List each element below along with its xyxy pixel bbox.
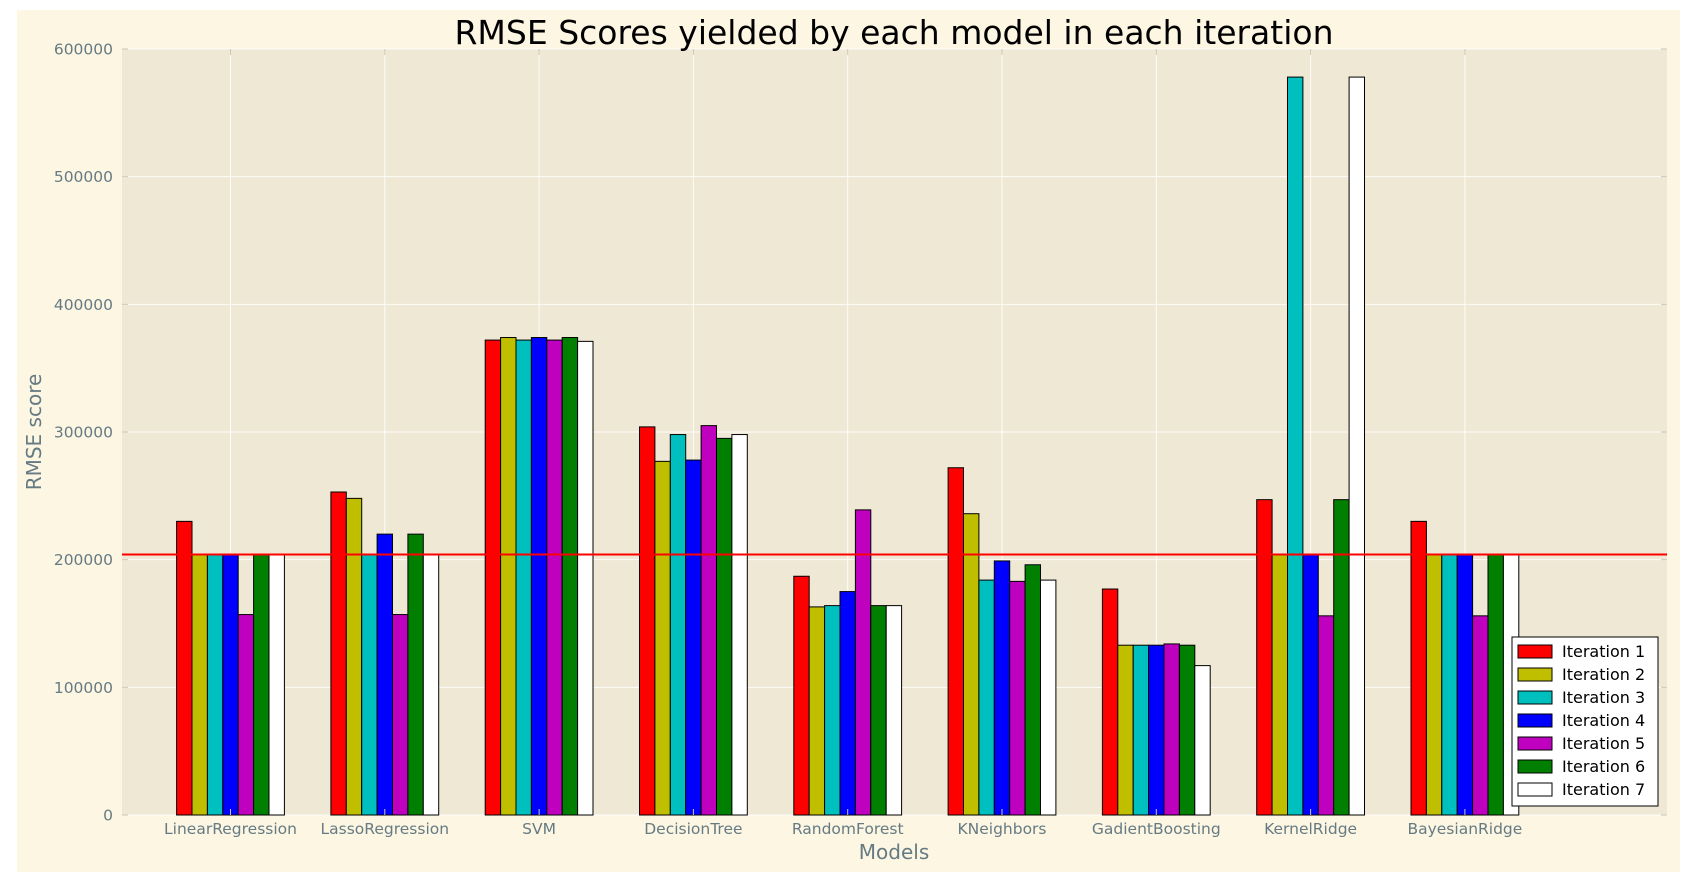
- x-tick-label: LinearRegression: [164, 820, 297, 838]
- legend-swatch: [1517, 759, 1553, 774]
- bar: [639, 426, 656, 816]
- bar: [885, 605, 903, 816]
- bar: [515, 339, 532, 816]
- legend-swatch: [1517, 667, 1553, 682]
- legend-label: Iteration 1: [1562, 642, 1645, 661]
- bar: [978, 579, 995, 816]
- bar: [530, 337, 548, 816]
- bar: [1487, 554, 1504, 816]
- bar: [731, 434, 748, 816]
- bar: [376, 533, 394, 816]
- bar: [669, 434, 687, 816]
- x-tick-label: BayesianRidge: [1407, 820, 1522, 838]
- bar: [700, 425, 717, 816]
- legend-swatch: [1517, 782, 1553, 797]
- bar: [685, 459, 702, 816]
- bar: [1117, 644, 1134, 816]
- bar: [1410, 520, 1427, 816]
- bar: [1163, 643, 1180, 816]
- bar: [839, 591, 856, 816]
- bar: [947, 467, 964, 816]
- y-tick-label: 100000: [54, 679, 113, 697]
- bar: [253, 554, 270, 816]
- legend-label: Iteration 3: [1562, 688, 1645, 707]
- bar: [1317, 615, 1335, 816]
- bars-layer: [176, 76, 1520, 816]
- x-tick-label: RandomForest: [792, 820, 904, 838]
- bar: [500, 337, 517, 816]
- legend-label: Iteration 2: [1562, 665, 1645, 684]
- bar: [330, 491, 347, 816]
- legend-label: Iteration 7: [1562, 780, 1645, 799]
- bar: [808, 606, 826, 816]
- bar: [392, 614, 409, 816]
- bar: [1302, 554, 1319, 816]
- legend-swatch: [1517, 690, 1553, 705]
- legend-label: Iteration 6: [1562, 757, 1645, 776]
- legend-label: Iteration 4: [1562, 711, 1645, 730]
- x-tick-label: GadientBoosting: [1092, 820, 1221, 838]
- legend-swatch: [1517, 736, 1553, 751]
- bar: [793, 575, 810, 816]
- bar: [1024, 564, 1041, 816]
- x-axis-label: Models: [859, 840, 929, 864]
- y-tick-label: 200000: [54, 551, 113, 569]
- bar: [361, 554, 378, 816]
- bar: [546, 339, 563, 816]
- legend-label: Iteration 5: [1562, 734, 1645, 753]
- bar: [484, 339, 502, 816]
- bar: [1256, 499, 1273, 816]
- bar: [1178, 644, 1196, 816]
- bar: [561, 337, 579, 816]
- y-axis-label: RMSE score: [22, 374, 46, 491]
- bar: [1441, 554, 1458, 816]
- y-tick-label: 400000: [54, 296, 113, 314]
- bar: [1348, 76, 1365, 816]
- bar: [422, 554, 440, 816]
- y-tick-label: 0: [103, 807, 113, 825]
- bar: [854, 509, 872, 816]
- legend-swatch: [1517, 713, 1553, 728]
- bar: [176, 520, 193, 816]
- bar: [1425, 554, 1443, 816]
- bar: [1287, 76, 1304, 816]
- x-tick-label: DecisionTree: [644, 820, 742, 838]
- bar: [1040, 579, 1057, 816]
- bar: [824, 605, 841, 816]
- bar: [206, 554, 224, 816]
- bar: [1148, 644, 1165, 816]
- x-tick-label: SVM: [522, 820, 556, 838]
- bar: [870, 605, 887, 816]
- x-tick-label: KNeighbors: [957, 820, 1046, 838]
- bar: [1194, 665, 1211, 816]
- bar: [1472, 615, 1489, 816]
- bar: [268, 554, 285, 816]
- tick-layer: 0 100000 200000 300000 400000 500000 600000 Lin…: [54, 41, 1667, 838]
- bar: [1271, 554, 1288, 816]
- x-tick-label: KernelRidge: [1264, 820, 1357, 838]
- y-tick-label: 300000: [54, 424, 113, 442]
- bar: [222, 554, 239, 816]
- bar: [654, 460, 671, 816]
- bar: [1101, 588, 1119, 816]
- legend: Iteration 1 Iteration 2 Iteration 3 Iterati…: [1511, 636, 1659, 807]
- y-tick-label: 500000: [54, 168, 113, 186]
- legend-swatch: [1517, 644, 1553, 659]
- x-tick-label: LassoRegression: [321, 820, 450, 838]
- bar: [577, 340, 594, 816]
- bar: [716, 437, 733, 816]
- bar: [407, 533, 424, 816]
- bar: [1132, 644, 1150, 816]
- chart-title: RMSE Scores yielded by each model in eac…: [455, 13, 1334, 52]
- bar: [1333, 499, 1350, 816]
- bar: [237, 614, 255, 816]
- bar: [345, 497, 363, 816]
- bar: [1456, 554, 1474, 816]
- bar: [191, 554, 208, 816]
- bar: [993, 560, 1011, 816]
- bar: [1009, 580, 1026, 816]
- bar: [963, 513, 980, 816]
- y-tick-label: 600000: [54, 41, 113, 59]
